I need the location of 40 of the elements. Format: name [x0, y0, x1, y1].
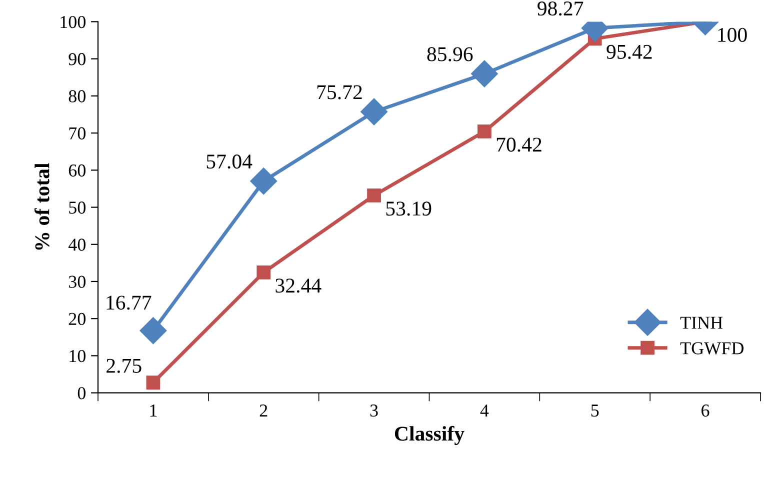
- point: [360, 98, 388, 126]
- x-tick-label: 5: [591, 404, 599, 417]
- data-label: 32.44: [276, 278, 322, 293]
- x-axis-title: Classify: [394, 426, 464, 446]
- point: [140, 317, 167, 344]
- point: [367, 188, 381, 202]
- y-tick-label: 10: [70, 350, 86, 362]
- x-tick-label: 3: [370, 404, 378, 417]
- data-label: 100: [718, 28, 747, 42]
- y-tick-label: 30: [69, 276, 86, 288]
- data-label: 70.42: [496, 138, 542, 152]
- legend-label: TINH: [680, 316, 723, 329]
- data-label: 85.96: [427, 47, 473, 62]
- x-tick-label: 6: [702, 404, 710, 417]
- data-label: 98.27: [538, 1, 584, 16]
- point: [250, 168, 278, 195]
- data-label: 2.75: [106, 358, 142, 373]
- y-tick-label: 0: [78, 387, 86, 400]
- data-label: 16.77: [106, 296, 152, 310]
- data-label: 53.19: [386, 202, 432, 216]
- y-tick-label: 100: [60, 16, 86, 28]
- y-tick-label: 40: [68, 238, 86, 251]
- data-label: 75.72: [317, 85, 362, 100]
- data-label: 95.42: [606, 44, 652, 59]
- point: [470, 60, 498, 88]
- y-tick-label: 50: [69, 202, 86, 214]
- point: [146, 376, 160, 390]
- x-tick-label: 1: [150, 404, 157, 416]
- y-axis-title: % of total: [34, 163, 50, 250]
- y-tick-label: 20: [68, 312, 86, 326]
- y-tick-label: 70: [69, 127, 86, 140]
- y-tick-label: 90: [68, 53, 86, 66]
- legend-label: TGWFD: [680, 342, 744, 354]
- x-tick-label: 4: [480, 404, 489, 416]
- point: [256, 265, 271, 280]
- y-tick-label: 80: [68, 90, 86, 102]
- point: [478, 124, 492, 138]
- data-label: 57.04: [206, 154, 252, 169]
- y-tick-label: 60: [68, 164, 86, 177]
- x-tick-label: 2: [260, 404, 268, 416]
